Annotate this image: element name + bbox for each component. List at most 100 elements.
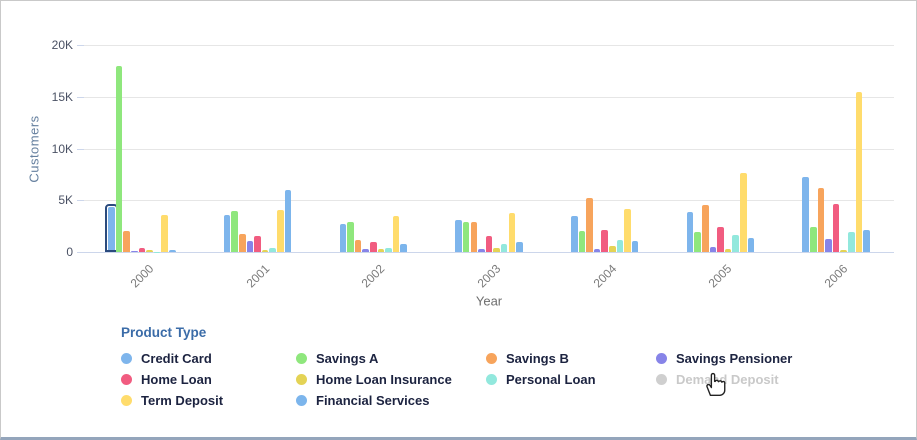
bar-term-deposit-2005[interactable] — [739, 173, 747, 252]
bar-personal-loan-2003[interactable] — [500, 244, 508, 252]
bar-savings-pensioner-2002[interactable] — [362, 249, 369, 252]
legend-title: Product Type — [121, 325, 207, 340]
bar-home-loan-2005[interactable] — [717, 227, 724, 252]
bar-savings-b-2001[interactable] — [239, 234, 246, 252]
bar-financial-services-2001[interactable] — [284, 189, 292, 252]
legend-item-savings-a[interactable]: Savings A — [296, 352, 486, 365]
legend-item-label: Savings A — [316, 351, 379, 366]
x-tick-label-2005: 2005 — [706, 261, 735, 291]
bar-savings-b-2004[interactable] — [586, 198, 593, 252]
bar-home-loan-insurance-2001[interactable] — [261, 250, 269, 252]
bar-financial-services-2006[interactable] — [863, 229, 870, 252]
legend-item-home-loan[interactable]: Home Loan — [121, 373, 296, 386]
bar-credit-card-2006[interactable] — [802, 177, 810, 252]
bar-savings-a-2000[interactable] — [115, 65, 123, 252]
bar-home-loan-insurance-2004[interactable] — [609, 245, 616, 252]
bar-personal-loan-2005[interactable] — [732, 234, 739, 252]
y-gridline — [84, 96, 894, 98]
bar-personal-loan-2004[interactable] — [616, 239, 624, 252]
legend-item-label: Personal Loan — [506, 372, 596, 387]
bar-savings-b-2006[interactable] — [817, 187, 825, 252]
bar-home-loan-2006[interactable] — [832, 204, 840, 252]
bar-financial-services-2000[interactable] — [168, 250, 176, 252]
bar-savings-a-2003[interactable] — [462, 221, 470, 252]
legend-item-home-loan-insurance[interactable]: Home Loan Insurance — [296, 373, 486, 386]
bar-savings-b-2003[interactable] — [470, 221, 478, 252]
legend-item-personal-loan[interactable]: Personal Loan — [486, 373, 656, 386]
y-tick-label: 5K — [58, 193, 73, 208]
bar-personal-loan-2001[interactable] — [269, 248, 277, 252]
bar-home-loan-insurance-2005[interactable] — [724, 248, 732, 252]
legend-item-label: Term Deposit — [141, 393, 224, 408]
y-gridline — [84, 148, 894, 150]
bar-savings-a-2005[interactable] — [694, 232, 701, 252]
legend-swatch-icon — [296, 395, 307, 406]
legend-item-savings-pensioner[interactable]: Savings Pensioner — [656, 352, 876, 365]
y-tick-mark — [77, 200, 84, 202]
bar-financial-services-2004[interactable] — [631, 240, 639, 252]
bar-savings-pensioner-2005[interactable] — [709, 246, 717, 252]
legend-item-credit-card[interactable]: Credit Card — [121, 352, 296, 365]
bar-credit-card-2000[interactable] — [108, 207, 115, 252]
legend: Credit Card Savings A Savings B Savings Pen… — [121, 352, 876, 407]
bar-savings-pensioner-2004[interactable] — [593, 248, 601, 252]
bar-home-loan-insurance-2006[interactable] — [840, 249, 848, 252]
bar-credit-card-2005[interactable] — [686, 211, 694, 252]
bar-term-deposit-2006[interactable] — [855, 91, 863, 252]
bar-personal-loan-2006[interactable] — [848, 232, 855, 252]
bar-home-loan-insurance-2002[interactable] — [377, 248, 385, 252]
bar-home-loan-insurance-2003[interactable] — [493, 247, 500, 252]
legend-item-term-deposit[interactable]: Term Deposit — [121, 394, 296, 407]
y-tick-label: 20K — [51, 38, 73, 52]
bar-credit-card-2002[interactable] — [339, 224, 347, 252]
legend-swatch-icon — [296, 353, 307, 364]
bar-savings-pensioner-2003[interactable] — [478, 248, 485, 252]
bar-home-loan-2003[interactable] — [485, 236, 493, 252]
bar-term-deposit-2002[interactable] — [392, 215, 400, 252]
bar-financial-services-2002[interactable] — [400, 243, 407, 252]
y-gridline — [84, 200, 894, 202]
bar-savings-a-2001[interactable] — [231, 211, 239, 252]
bar-home-loan-insurance-2000[interactable] — [146, 249, 153, 252]
legend-swatch-icon — [656, 374, 667, 385]
bar-term-deposit-2000[interactable] — [161, 214, 168, 252]
bar-term-deposit-2004[interactable] — [624, 208, 631, 252]
bar-credit-card-2003[interactable] — [455, 219, 462, 252]
bar-personal-loan-2002[interactable] — [385, 248, 392, 252]
bar-savings-a-2002[interactable] — [347, 221, 354, 252]
bar-financial-services-2003[interactable] — [516, 241, 523, 252]
bar-savings-b-2002[interactable] — [354, 239, 362, 252]
y-tick-label: 10K — [51, 141, 73, 156]
legend-item-label: Financial Services — [316, 393, 430, 408]
bar-savings-b-2005[interactable] — [701, 205, 709, 252]
legend-swatch-icon — [486, 353, 497, 364]
bar-home-loan-2000[interactable] — [138, 247, 146, 252]
x-axis-line — [84, 252, 894, 253]
bar-home-loan-2002[interactable] — [369, 241, 377, 252]
bar-savings-pensioner-2001[interactable] — [246, 240, 254, 252]
legend-item-savings-b[interactable]: Savings B — [486, 352, 656, 365]
legend-swatch-icon — [656, 353, 667, 364]
bar-home-loan-2001[interactable] — [254, 236, 261, 252]
y-gridline — [84, 45, 894, 46]
bar-savings-pensioner-2000[interactable] — [130, 251, 138, 252]
bar-term-deposit-2001[interactable] — [277, 209, 284, 252]
bar-term-deposit-2003[interactable] — [508, 212, 516, 252]
y-tick-mark — [77, 148, 84, 150]
y-tick-label: 0 — [66, 245, 73, 259]
bar-home-loan-2004[interactable] — [601, 230, 608, 252]
legend-item-financial-services[interactable]: Financial Services — [296, 394, 486, 407]
legend-item-label: Home Loan — [141, 372, 212, 387]
bar-financial-services-2005[interactable] — [747, 238, 755, 252]
bar-credit-card-2001[interactable] — [223, 214, 231, 252]
bar-savings-a-2004[interactable] — [578, 231, 586, 252]
x-tick-label-2001: 2001 — [243, 261, 272, 291]
bar-savings-pensioner-2006[interactable] — [825, 238, 832, 252]
bar-savings-b-2000[interactable] — [123, 231, 130, 252]
x-tick-label-2004: 2004 — [590, 261, 620, 291]
bar-savings-a-2006[interactable] — [810, 227, 817, 252]
legend-item-demand-deposit[interactable]: Demand Deposit — [656, 373, 876, 386]
bar-credit-card-2004[interactable] — [571, 215, 578, 252]
hand-pointer-cursor-icon — [706, 372, 726, 396]
